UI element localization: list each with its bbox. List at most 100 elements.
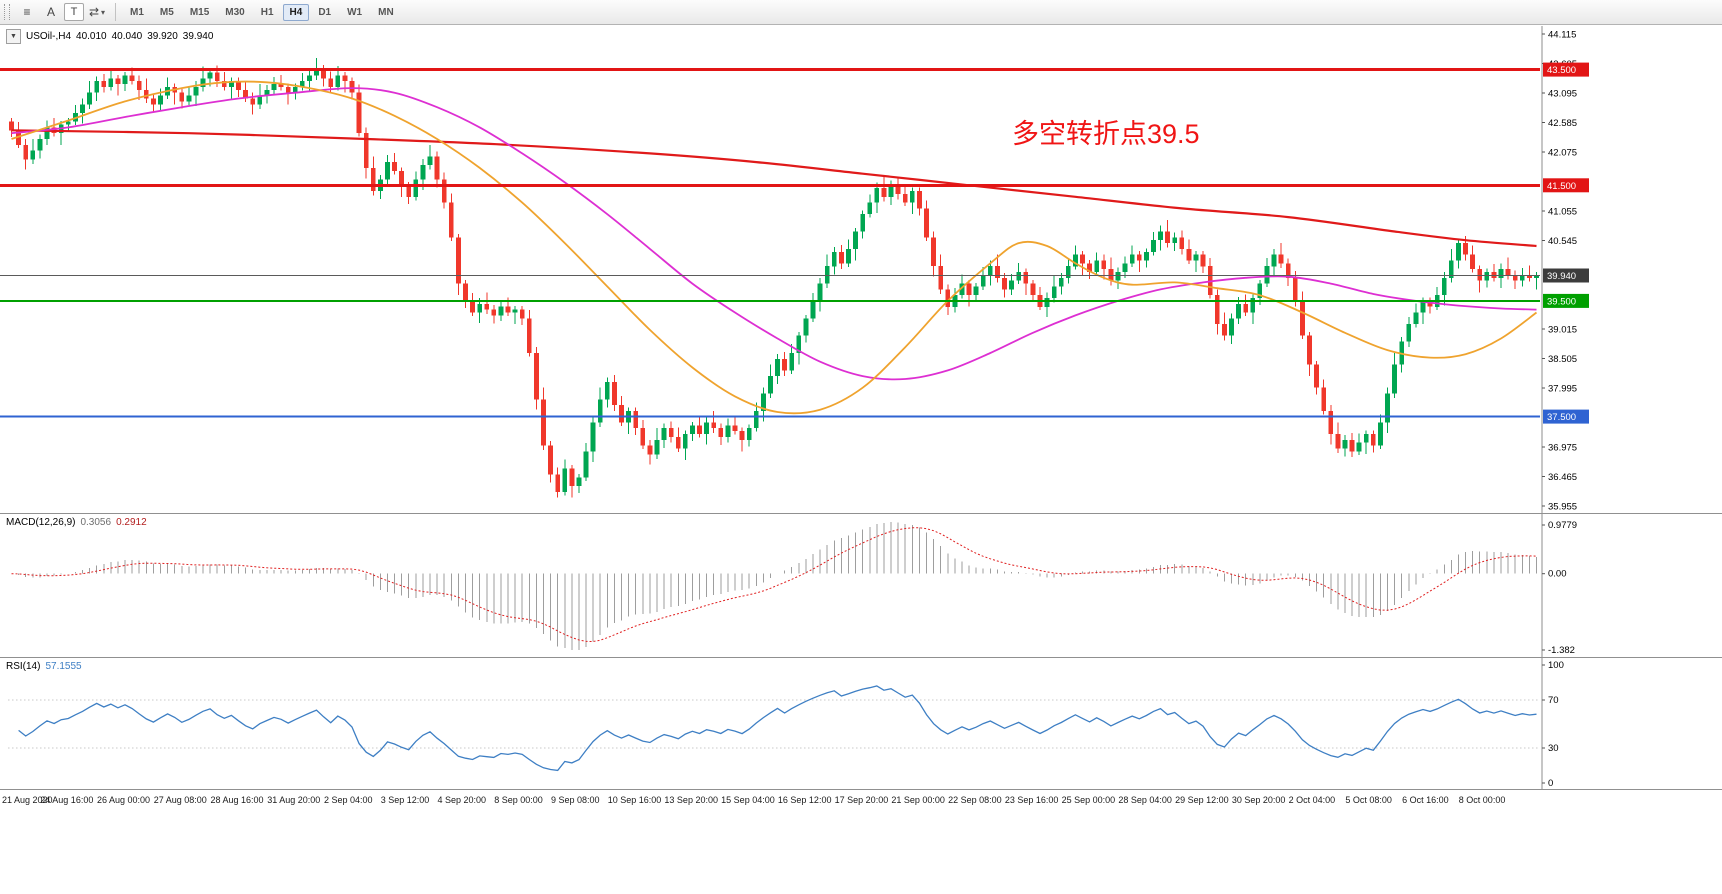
text-frame-button[interactable]: T bbox=[64, 3, 84, 21]
macd-panel[interactable]: MACD(12,26,9) 0.3056 0.2912 0.9779 0.00 -1… bbox=[0, 514, 1722, 658]
candle-up bbox=[1115, 272, 1121, 281]
rsi-axis-tick: 100 bbox=[1548, 660, 1564, 671]
macd-axis-tick: -1.382 bbox=[1548, 645, 1575, 656]
candle-down bbox=[1278, 254, 1284, 264]
rsi-axis-tick: 70 bbox=[1548, 695, 1559, 706]
chart-annotation[interactable]: 多空转折点39.5 bbox=[1012, 119, 1200, 149]
candle-down bbox=[1179, 237, 1185, 249]
timeframe-m1[interactable]: M1 bbox=[130, 6, 144, 18]
candle-down bbox=[902, 193, 908, 203]
candle-down bbox=[9, 121, 14, 131]
price-tick: 44.115 bbox=[1548, 30, 1576, 41]
candle-up bbox=[1172, 237, 1178, 244]
time-label: 13 Sep 20:00 bbox=[664, 795, 718, 805]
candle-down bbox=[1292, 277, 1298, 301]
time-label: 9 Sep 08:00 bbox=[550, 795, 600, 805]
candle-up bbox=[477, 303, 483, 313]
time-axis[interactable]: 21 Aug 2020 24 Aug 16:00 26 Aug 00:00 27 Au… bbox=[0, 790, 1722, 816]
candle-down bbox=[739, 431, 745, 440]
time-label: 3 Sep 12:00 bbox=[380, 795, 430, 805]
candle-up bbox=[860, 214, 866, 232]
price-axis: 44.11543.60543.09542.58542.07541.05540.5… bbox=[1542, 30, 1589, 513]
candle-down bbox=[1200, 254, 1206, 267]
candle-down bbox=[1470, 254, 1475, 270]
collapse-arrow-button[interactable]: ▼ bbox=[6, 29, 21, 44]
macd-histogram bbox=[18, 522, 1537, 650]
candle-down bbox=[505, 306, 511, 313]
candle-down bbox=[938, 266, 944, 290]
price-badge-43.500 bbox=[1543, 62, 1589, 77]
timeframe-m5[interactable]: M5 bbox=[159, 6, 174, 18]
candle-down bbox=[136, 81, 142, 90]
candle-up bbox=[1271, 254, 1277, 267]
candle-up bbox=[1264, 266, 1270, 284]
candle-down bbox=[115, 78, 121, 85]
toolbar-grip[interactable] bbox=[4, 4, 10, 20]
price-badge-39.940 bbox=[1543, 268, 1589, 283]
candle-down bbox=[441, 179, 447, 203]
timeframe-h1[interactable]: H1 bbox=[260, 6, 274, 18]
candle-up bbox=[1129, 254, 1135, 264]
svg-text:41.500: 41.500 bbox=[1547, 181, 1576, 192]
candle-down bbox=[1300, 300, 1305, 336]
candle-down bbox=[356, 92, 362, 134]
candle-down bbox=[214, 72, 220, 82]
chart-list-icon[interactable]: ≡ bbox=[23, 5, 31, 19]
candle-down bbox=[1527, 274, 1532, 278]
candle-up bbox=[973, 286, 979, 296]
time-label: 16 Sep 12:00 bbox=[777, 795, 832, 805]
candle-up bbox=[108, 78, 114, 87]
timeframe-d1[interactable]: D1 bbox=[318, 6, 332, 18]
candle-up bbox=[1456, 243, 1461, 261]
candle-down bbox=[1314, 364, 1319, 388]
candle-up bbox=[817, 283, 823, 301]
time-label: 30 Sep 20:00 bbox=[1231, 795, 1286, 805]
rsi-panel[interactable]: RSI(14) 57.1555 100 70 30 0 bbox=[0, 658, 1722, 790]
candle-down bbox=[839, 251, 844, 264]
candle-up bbox=[229, 81, 234, 87]
rsi-chart[interactable]: 100 70 30 0 bbox=[0, 658, 1722, 789]
svg-text:37.500: 37.500 bbox=[1547, 412, 1576, 423]
candle-up bbox=[682, 434, 688, 449]
candle-down bbox=[129, 75, 135, 82]
candle-down bbox=[1002, 277, 1007, 290]
candle-up bbox=[597, 399, 603, 423]
candle-down bbox=[406, 185, 412, 197]
candle-down bbox=[143, 89, 149, 99]
candle-up bbox=[1094, 260, 1100, 273]
candle-down bbox=[1108, 269, 1114, 281]
candle-up bbox=[1009, 280, 1014, 290]
candle-down bbox=[945, 289, 951, 307]
macd-chart[interactable]: 0.9779 0.00 -1.382 bbox=[0, 514, 1722, 657]
candle-up bbox=[1534, 275, 1539, 278]
time-label: 22 Sep 08:00 bbox=[948, 795, 1002, 805]
candle-down bbox=[285, 86, 291, 93]
candle-up bbox=[803, 318, 809, 336]
time-label: 25 Sep 00:00 bbox=[1061, 795, 1116, 805]
timeframe-w1[interactable]: W1 bbox=[347, 6, 363, 18]
timeframe-m15[interactable]: M15 bbox=[189, 6, 210, 18]
candle-up bbox=[1519, 274, 1525, 281]
candle-up bbox=[590, 422, 596, 452]
candle-down bbox=[1087, 263, 1092, 272]
candle-down bbox=[647, 445, 653, 455]
time-label: 2 Sep 04:00 bbox=[323, 795, 373, 805]
cycle-button[interactable]: ⇄ ▾ bbox=[86, 2, 108, 23]
candle-up bbox=[725, 425, 731, 437]
candle-down bbox=[668, 428, 674, 437]
text-label-button[interactable]: A bbox=[46, 5, 55, 19]
candle-down bbox=[101, 81, 107, 87]
candle-up bbox=[1356, 442, 1362, 452]
time-label: 17 Sep 20:00 bbox=[834, 795, 889, 805]
price-chart[interactable]: 44.11543.60543.09542.58542.07541.05540.5… bbox=[0, 26, 1722, 513]
price-tick: 35.955 bbox=[1548, 502, 1577, 513]
timeframe-mn[interactable]: MN bbox=[378, 6, 394, 18]
main-chart-panel[interactable]: ▼ USOil-,H4 40.010 40.040 39.920 39.940 … bbox=[0, 26, 1722, 514]
timeframe-h4[interactable]: H4 bbox=[282, 3, 310, 21]
candle-up bbox=[1385, 393, 1390, 423]
candle-down bbox=[1349, 439, 1355, 452]
candle-up bbox=[307, 75, 312, 82]
candle-down bbox=[399, 170, 404, 186]
timeframe-m30[interactable]: M30 bbox=[225, 6, 245, 18]
candle-down bbox=[370, 167, 376, 191]
